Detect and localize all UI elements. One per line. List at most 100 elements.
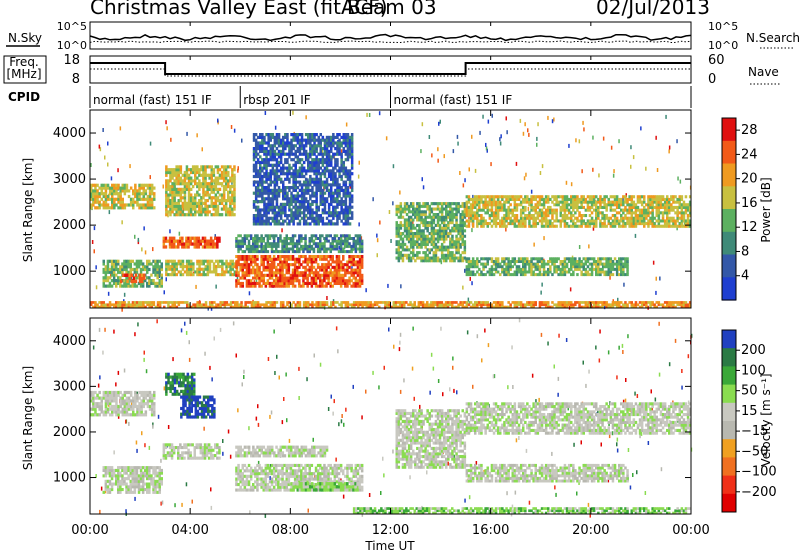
cpid-label: CPID xyxy=(8,90,40,104)
heatmap-cell xyxy=(316,255,320,259)
heatmap-cell xyxy=(624,216,627,220)
heatmap-cell xyxy=(455,242,458,246)
heatmap-cell xyxy=(438,223,442,227)
heatmap-cell xyxy=(515,224,519,228)
heatmap-cell xyxy=(501,222,504,226)
heatmap-cell xyxy=(632,211,636,215)
heatmap-cell xyxy=(200,259,203,263)
heatmap-cell xyxy=(582,222,585,226)
heatmap-cell xyxy=(289,242,293,246)
heatmap-cell xyxy=(216,239,219,243)
heatmap-cell xyxy=(170,239,174,243)
heatmap-cell xyxy=(309,166,312,170)
heatmap-cell xyxy=(247,250,251,254)
heatmap-cell xyxy=(478,195,481,199)
heatmap-cell xyxy=(260,260,263,264)
heatmap-cell xyxy=(96,192,99,196)
heatmap-cell xyxy=(233,204,236,208)
heatmap-cell xyxy=(198,265,201,269)
heatmap-cell xyxy=(409,245,413,249)
heatmap-cell xyxy=(269,135,272,139)
heatmap-cell xyxy=(112,273,116,277)
heatmap-cell xyxy=(283,242,286,246)
heatmap-cell xyxy=(319,234,322,238)
heatmap-cell xyxy=(175,204,178,208)
heatmap-cell xyxy=(160,281,163,285)
heatmap-cell xyxy=(154,262,157,266)
heatmap-cell xyxy=(124,273,127,277)
heatmap-cell xyxy=(476,219,479,223)
heatmap-cell xyxy=(572,195,575,199)
heatmap-cell xyxy=(135,276,139,280)
heatmap-cell xyxy=(224,199,228,203)
heatmap-cell xyxy=(283,239,286,243)
heatmap-cell xyxy=(476,211,479,215)
heatmap-cell xyxy=(309,211,312,215)
heatmap-cell xyxy=(325,158,329,162)
heatmap-cell xyxy=(298,222,302,226)
heatmap-cell xyxy=(94,183,97,187)
heatmap-cell xyxy=(311,152,314,156)
heatmap-cell xyxy=(342,138,345,142)
heatmap-cell xyxy=(428,237,431,241)
heatmap-cell xyxy=(260,242,263,246)
heatmap-cell xyxy=(167,273,170,277)
heatmap-cell xyxy=(524,200,527,204)
heatmap-cell xyxy=(442,232,446,236)
heatmap-cell xyxy=(314,242,318,246)
noise-cell xyxy=(479,130,481,135)
heatmap-cell xyxy=(288,169,291,173)
heatmap-cell xyxy=(183,170,187,175)
heatmap-cell xyxy=(154,259,157,263)
heatmap-cell xyxy=(509,211,512,215)
heatmap-cell xyxy=(298,234,301,238)
heatmap-cell xyxy=(279,222,283,226)
heatmap-cell xyxy=(356,268,360,272)
heatmap-cell xyxy=(119,206,122,210)
heatmap-cell xyxy=(304,180,308,184)
heatmap-cell xyxy=(267,186,270,190)
heatmap-cell xyxy=(229,267,232,271)
heatmap-cell xyxy=(290,214,293,218)
heatmap-cell xyxy=(578,197,581,201)
heatmap-cell xyxy=(348,152,352,156)
heatmap-cell xyxy=(185,173,189,177)
heatmap-cell xyxy=(214,236,217,240)
heatmap-cell xyxy=(175,239,178,243)
heatmap-cell xyxy=(331,276,334,280)
heatmap-cell xyxy=(135,259,139,263)
heatmap-cell xyxy=(350,255,353,259)
heatmap-cell xyxy=(302,276,305,280)
heatmap-cell xyxy=(395,256,398,260)
heatmap-cell xyxy=(432,213,436,217)
heatmap-cell xyxy=(223,270,226,274)
heatmap-cell xyxy=(528,211,531,215)
heatmap-cell xyxy=(262,239,265,243)
heatmap-cell xyxy=(519,216,523,220)
heatmap-cell xyxy=(580,214,583,218)
heatmap-cell xyxy=(451,215,454,219)
heatmap-cell xyxy=(259,216,262,220)
heatmap-cell xyxy=(342,200,345,204)
heatmap-cell xyxy=(286,133,289,137)
heatmap-cell xyxy=(561,216,565,220)
heatmap-cell xyxy=(358,265,362,269)
heatmap-cell xyxy=(275,271,278,275)
heatmap-cell xyxy=(209,245,213,249)
noise-cell xyxy=(632,155,635,160)
heatmap-cell xyxy=(329,284,332,288)
heatmap-cell xyxy=(311,149,314,153)
heatmap-cell xyxy=(179,210,183,214)
heatmap-cell xyxy=(348,234,351,238)
heatmap-cell xyxy=(356,263,360,267)
heatmap-cell xyxy=(108,259,112,263)
heatmap-cell xyxy=(630,205,633,209)
heatmap-cell xyxy=(262,268,265,272)
heatmap-cell xyxy=(259,188,262,192)
heatmap-cell xyxy=(467,205,471,209)
heatmap-cell xyxy=(507,208,510,212)
heatmap-cell xyxy=(442,248,446,252)
heatmap-cell xyxy=(268,244,272,248)
heatmap-cell xyxy=(337,260,341,264)
heatmap-cell xyxy=(256,183,260,187)
